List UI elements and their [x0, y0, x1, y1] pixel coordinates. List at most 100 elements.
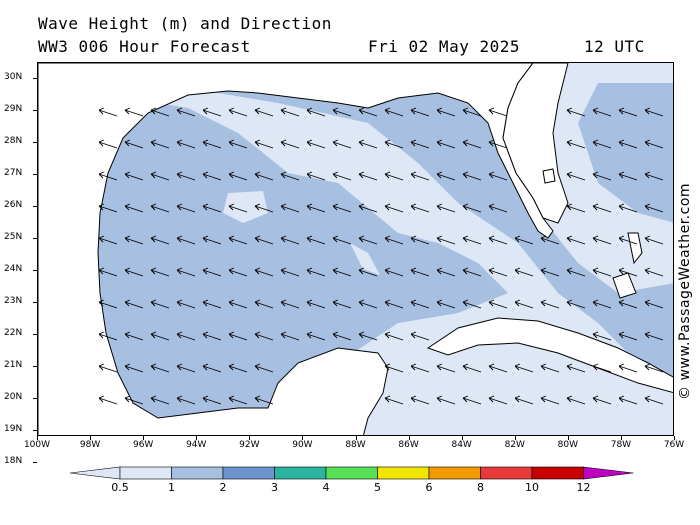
wave-direction-arrow	[592, 139, 612, 149]
wave-direction-arrow	[488, 171, 508, 181]
wave-direction-arrow	[202, 171, 222, 181]
wave-direction-arrow	[488, 395, 508, 405]
wave-direction-arrow	[358, 331, 378, 341]
wave-direction-arrow	[462, 171, 482, 181]
lat-tick	[33, 398, 37, 399]
wave-direction-arrow	[514, 267, 534, 277]
lon-label: 82W	[504, 440, 525, 450]
wave-direction-arrow	[150, 299, 170, 309]
wave-direction-arrow	[280, 107, 300, 117]
wave-direction-arrow	[540, 395, 560, 405]
wave-direction-arrow	[176, 107, 196, 117]
wave-direction-arrow	[176, 363, 196, 373]
forecast-time: 12 UTC	[584, 37, 645, 56]
wave-direction-arrow	[176, 139, 196, 149]
wave-direction-arrow	[384, 363, 404, 373]
cuba-island	[426, 317, 673, 393]
wave-direction-arrow	[358, 107, 378, 117]
wave-direction-arrow	[436, 171, 456, 181]
wave-direction-arrow	[332, 331, 352, 341]
wave-direction-arrow	[228, 395, 248, 405]
wave-direction-arrow	[306, 331, 326, 341]
wave-direction-arrow	[280, 267, 300, 277]
wave-direction-arrow	[124, 395, 144, 405]
wave-direction-arrow	[124, 267, 144, 277]
wave-direction-arrow	[644, 395, 664, 405]
wave-direction-arrow	[410, 331, 430, 341]
wave-direction-arrow	[436, 363, 456, 373]
wave-direction-arrow	[540, 299, 560, 309]
wave-direction-arrow	[358, 267, 378, 277]
wave-direction-arrow	[410, 363, 430, 373]
direction-arrows	[98, 107, 664, 405]
legend-swatch	[531, 466, 584, 480]
lat-label: 28N	[4, 136, 23, 146]
wave-direction-arrow	[436, 203, 456, 213]
wave-direction-arrow	[592, 395, 612, 405]
wave-direction-arrow	[462, 139, 482, 149]
wave-direction-arrow	[410, 171, 430, 181]
wave-direction-arrow	[150, 235, 170, 245]
lat-label: 21N	[4, 360, 23, 370]
lat-tick	[33, 334, 37, 335]
lon-tick	[37, 436, 38, 440]
wave-direction-arrow	[410, 299, 430, 309]
wave-direction-arrow	[202, 299, 222, 309]
wave-direction-arrow	[228, 171, 248, 181]
wave-direction-arrow	[98, 203, 118, 213]
wave-direction-arrow	[384, 299, 404, 309]
wave-direction-arrow	[202, 331, 222, 341]
legend-swatch	[480, 466, 533, 480]
wave-direction-arrow	[98, 395, 118, 405]
legend-label: 1	[168, 481, 175, 494]
map-canvas	[38, 63, 673, 435]
legend-swatch	[428, 466, 481, 480]
wave-direction-arrow	[592, 171, 612, 181]
wave-direction-arrow	[176, 267, 196, 277]
wave-direction-arrow	[176, 171, 196, 181]
wave-direction-arrow	[566, 267, 586, 277]
wave-direction-arrow	[540, 363, 560, 373]
wave-height-legend	[69, 466, 634, 480]
wave-direction-arrow	[202, 107, 222, 117]
wave-direction-arrow	[254, 203, 274, 213]
lon-label: 78W	[610, 440, 632, 450]
wave-direction-arrow	[566, 171, 586, 181]
wave-direction-arrow	[280, 171, 300, 181]
lon-label: 92W	[239, 440, 260, 450]
lon-label: 76W	[663, 440, 685, 450]
wave-direction-arrow	[124, 171, 144, 181]
wave-direction-arrow	[618, 395, 638, 405]
wave-direction-arrow	[592, 267, 612, 277]
wave-direction-arrow	[618, 299, 638, 309]
legend-swatch	[222, 466, 275, 480]
lon-tick	[408, 436, 410, 440]
lat-label: 20N	[4, 392, 23, 402]
legend-label: 3	[271, 481, 278, 494]
lon-label: 80W	[557, 440, 579, 450]
wave-direction-arrow	[488, 139, 508, 149]
wave-direction-arrow	[566, 235, 586, 245]
lon-tick	[355, 436, 357, 440]
copyright-credit: © www.PassageWeather.com	[677, 182, 693, 400]
wave-direction-arrow	[436, 107, 456, 117]
wave-direction-arrow	[462, 299, 482, 309]
legend-swatch	[119, 466, 172, 480]
wave-direction-arrow	[98, 331, 118, 341]
lat-label: 22N	[4, 328, 23, 338]
wave-direction-arrow	[592, 203, 612, 213]
wave-direction-arrow	[306, 203, 326, 213]
wave-direction-arrow	[384, 107, 404, 117]
wave-direction-arrow	[124, 299, 144, 309]
wave-direction-arrow	[618, 235, 638, 245]
wave-direction-arrow	[644, 235, 664, 245]
wave-direction-arrow	[306, 267, 326, 277]
lon-tick	[302, 436, 304, 440]
legend-min-arrow	[69, 466, 121, 480]
wave-direction-arrow	[410, 267, 430, 277]
wave-direction-arrow	[592, 107, 612, 117]
wave-direction-arrow	[436, 395, 456, 405]
wave-direction-arrow	[488, 107, 508, 117]
wave-direction-arrow	[436, 267, 456, 277]
wave-direction-arrow	[592, 235, 612, 245]
